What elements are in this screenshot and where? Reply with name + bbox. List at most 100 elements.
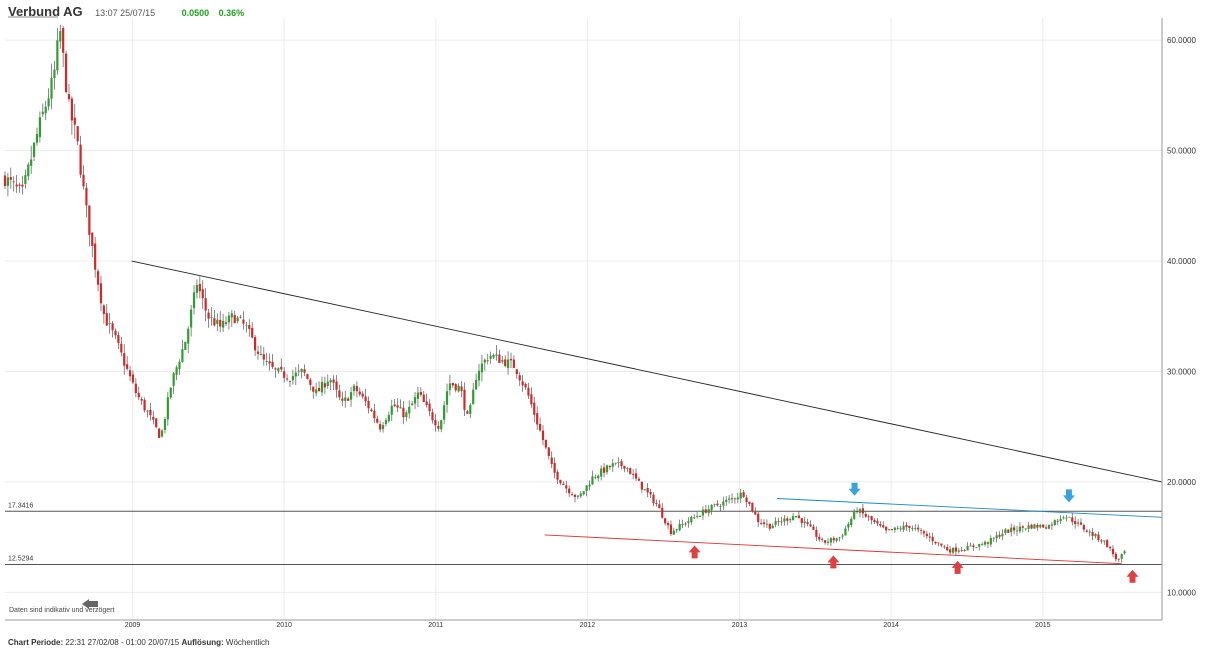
candle xyxy=(853,509,856,520)
candle-body xyxy=(271,361,274,367)
candle-body xyxy=(760,523,763,524)
candle xyxy=(943,544,946,549)
candle xyxy=(1065,514,1068,522)
candle-body xyxy=(402,407,405,418)
candle-body xyxy=(969,545,972,547)
candle xyxy=(326,374,329,389)
candle xyxy=(155,418,158,429)
candle-body xyxy=(370,409,373,412)
candle-body xyxy=(518,375,521,381)
candle xyxy=(675,528,678,533)
candle-body xyxy=(1076,522,1080,524)
candle-body xyxy=(524,383,527,388)
candle-body xyxy=(864,514,867,517)
candle-body xyxy=(847,524,850,528)
y-tick-label: 50.0000 xyxy=(1167,147,1196,156)
candle xyxy=(538,417,542,432)
candle xyxy=(815,526,818,541)
candle xyxy=(818,533,821,542)
candle-body xyxy=(219,319,222,327)
candle xyxy=(690,515,693,525)
candle xyxy=(634,468,638,481)
candle-body xyxy=(233,315,236,324)
candle xyxy=(27,162,30,181)
candle xyxy=(1047,524,1051,530)
candle-body xyxy=(815,529,818,537)
candle-body xyxy=(975,547,978,549)
candle xyxy=(640,481,643,493)
candle xyxy=(530,387,533,408)
candle xyxy=(902,521,905,532)
candle-body xyxy=(323,383,326,388)
x-tick-label: 2009 xyxy=(125,622,141,629)
candle xyxy=(1056,518,1059,526)
candle xyxy=(783,515,786,526)
candle-body xyxy=(972,545,975,548)
candle-body xyxy=(285,378,289,380)
candle xyxy=(576,494,579,500)
candle xyxy=(620,459,623,470)
x-tick-label: 2015 xyxy=(1035,622,1051,629)
candle xyxy=(3,171,7,190)
candle xyxy=(748,501,751,507)
candle-body xyxy=(1004,529,1007,534)
trendlines xyxy=(131,260,1163,565)
candle xyxy=(285,374,289,382)
candle xyxy=(876,517,879,527)
candle-body xyxy=(12,181,15,183)
candle xyxy=(160,429,164,438)
candle-body xyxy=(256,351,260,354)
candle xyxy=(637,476,641,481)
candle-body xyxy=(556,471,559,480)
candle-body xyxy=(536,413,539,425)
candle xyxy=(524,382,527,390)
candle xyxy=(867,514,870,522)
candle-body xyxy=(533,402,536,415)
candle xyxy=(917,524,920,533)
candle xyxy=(911,525,914,532)
candle-body xyxy=(146,410,149,412)
candle-body xyxy=(480,363,484,373)
candle xyxy=(719,503,722,512)
candle xyxy=(265,352,268,366)
candle-body xyxy=(64,53,68,93)
candle-body xyxy=(88,205,91,235)
candle xyxy=(986,541,990,548)
candle xyxy=(123,344,126,375)
y-tick-label: 10.0000 xyxy=(1167,588,1196,597)
x-tick-label: 2012 xyxy=(580,622,596,629)
candle xyxy=(457,383,460,393)
candle xyxy=(1120,553,1123,563)
candle xyxy=(44,100,47,121)
candle xyxy=(568,485,571,497)
candle-body xyxy=(277,368,280,372)
candle xyxy=(905,521,908,531)
candle xyxy=(47,88,50,111)
candle xyxy=(79,135,82,179)
candle-body xyxy=(821,539,824,540)
candle xyxy=(1050,522,1054,530)
candle-body xyxy=(690,517,693,523)
candle-body xyxy=(623,465,626,469)
candle xyxy=(274,367,277,378)
candle-body xyxy=(765,523,769,525)
candle xyxy=(268,353,271,371)
quote-timestamp: 13:07 25/07/15 xyxy=(95,8,156,18)
candle xyxy=(1030,523,1033,530)
candle xyxy=(739,488,742,504)
candle-body xyxy=(169,387,172,398)
candle xyxy=(178,359,181,376)
candle xyxy=(344,390,347,408)
candle xyxy=(786,516,789,526)
candle-body xyxy=(495,354,498,356)
candle-body xyxy=(917,527,920,530)
candle xyxy=(134,378,137,398)
candle-body xyxy=(283,371,286,378)
candle-body xyxy=(594,476,597,478)
candle-body xyxy=(253,337,257,351)
candle xyxy=(617,457,620,468)
candle-body xyxy=(579,493,582,497)
candle xyxy=(632,469,635,480)
period-label: Chart Periode: xyxy=(8,638,64,647)
candle xyxy=(277,367,280,374)
